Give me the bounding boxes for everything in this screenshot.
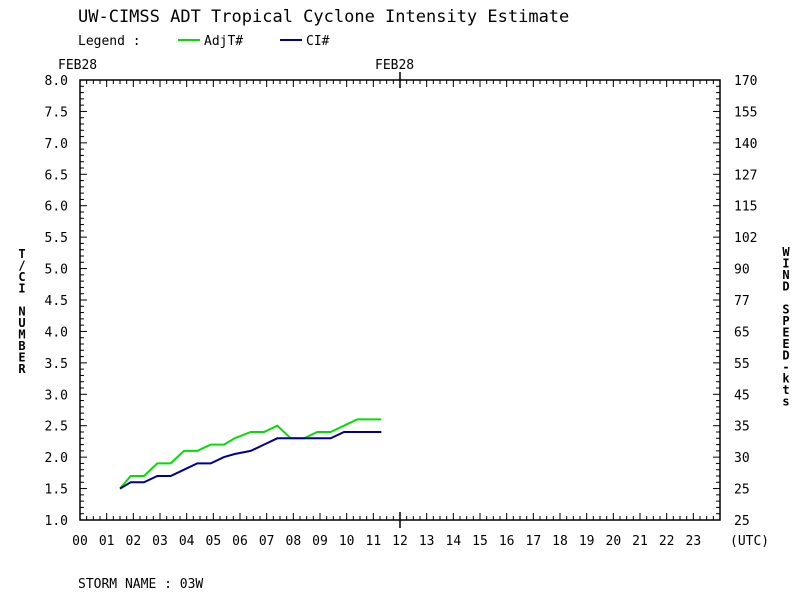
- y-tick-label-right: 25: [734, 483, 750, 498]
- axis-title-char: t: [782, 383, 789, 397]
- x-tick-label: 13: [419, 534, 435, 549]
- x-tick-label: 00: [72, 534, 88, 549]
- y-tick-label-right: 45: [734, 388, 750, 403]
- axis-title-char: s: [782, 395, 789, 409]
- axis-tick-labels: 1.0 1.5 2.0 2.5 3.0 3.5 4.0 4.5 5.0 5.5 6.0 6.5 7.0 7…: [45, 74, 758, 549]
- series-line-adjt: [119, 418, 382, 490]
- x-tick-label: 01: [99, 534, 115, 549]
- y-tick-label-left: 2.0: [45, 451, 68, 466]
- y-tick-label-right: 25: [734, 514, 750, 529]
- legend-label: Legend :: [78, 34, 141, 49]
- y-tick-label-right: 65: [734, 325, 750, 340]
- legend-item-adjt: AdjT#: [204, 34, 243, 49]
- x-tick-label: 04: [179, 534, 195, 549]
- x-tick-label: 10: [339, 534, 355, 549]
- legend: Legend : AdjT# CI#: [78, 34, 330, 49]
- axis-title-char: I: [782, 257, 789, 271]
- y-tick-label-left: 4.0: [45, 325, 68, 340]
- axis-title-char: R: [18, 362, 26, 376]
- x-tick-label: 06: [232, 534, 248, 549]
- x-tick-label: 08: [286, 534, 302, 549]
- y-tick-label-right: 35: [734, 420, 750, 435]
- axis-title-char: T: [18, 247, 25, 261]
- y-tick-label-left: 5.5: [45, 231, 68, 246]
- x-tick-label: 09: [312, 534, 328, 549]
- x-tick-label: 07: [259, 534, 275, 549]
- y-tick-label-right: 155: [734, 105, 757, 120]
- axis-title-char: E: [782, 326, 789, 340]
- axis-title-char: D: [782, 349, 789, 363]
- axis-title-char: N: [18, 305, 25, 319]
- axis-title-char: C: [18, 270, 25, 284]
- axis-title-char: D: [782, 280, 789, 294]
- y-tick-label-left: 4.5: [45, 294, 68, 309]
- y-tick-label-right: 115: [734, 200, 757, 215]
- x-axis-unit-label: (UTC): [730, 534, 769, 549]
- storm-name: STORM NAME : 03W: [78, 577, 203, 592]
- x-tick-label: 21: [632, 534, 648, 549]
- y-tick-label-left: 6.0: [45, 200, 68, 215]
- y-tick-label-right: 127: [734, 168, 757, 183]
- axis-title-char: P: [782, 314, 789, 328]
- axis-title-char: U: [18, 316, 25, 330]
- axis-title-char: k: [782, 372, 790, 386]
- series-group: [119, 418, 382, 490]
- x-tick-label: 18: [552, 534, 568, 549]
- axis-title-char: E: [18, 351, 25, 365]
- legend-item-ci: CI#: [306, 34, 330, 49]
- x-tick-label: 16: [499, 534, 515, 549]
- y-tick-label-right: 55: [734, 357, 750, 372]
- y-tick-label-right: 77: [734, 294, 750, 309]
- y-tick-label-right: 140: [734, 137, 757, 152]
- axis-title-char: M: [18, 328, 25, 342]
- y-tick-label-left: 1.5: [45, 483, 68, 498]
- x-tick-label: 22: [659, 534, 675, 549]
- y-tick-label-left: 7.5: [45, 105, 68, 120]
- chart-title: UW-CIMSS ADT Tropical Cyclone Intensity …: [78, 7, 569, 27]
- date-label-mid: FEB28: [375, 58, 414, 73]
- series-line-ci: [119, 431, 382, 490]
- y-tick-label-left: 3.5: [45, 357, 68, 372]
- axis-title-char: I: [18, 282, 25, 296]
- y-tick-label-right: 170: [734, 74, 757, 89]
- x-tick-label: 23: [686, 534, 702, 549]
- x-tick-label: 17: [526, 534, 542, 549]
- x-tick-label: 11: [366, 534, 382, 549]
- y-tick-label-right: 30: [734, 451, 750, 466]
- date-label-left: FEB28: [58, 58, 97, 73]
- y-tick-label-right: 102: [734, 231, 757, 246]
- x-tick-label: 15: [472, 534, 488, 549]
- axis-title-char: -: [782, 360, 789, 374]
- x-tick-label: 14: [446, 534, 462, 549]
- y-tick-label-left: 8.0: [45, 74, 68, 89]
- x-tick-label: 20: [606, 534, 622, 549]
- axis-title-char: W: [782, 245, 790, 259]
- axis-title-char: N: [782, 268, 789, 282]
- y-tick-label-left: 6.5: [45, 168, 68, 183]
- x-tick-label: 02: [126, 534, 142, 549]
- y-tick-label-left: 7.0: [45, 137, 68, 152]
- x-tick-label: 19: [579, 534, 595, 549]
- y-tick-label-right: 90: [734, 263, 750, 278]
- x-tick-label: 05: [206, 534, 222, 549]
- axis-title-char: /: [18, 259, 25, 273]
- y-tick-label-left: 3.0: [45, 388, 68, 403]
- axis-title-char: S: [782, 303, 789, 317]
- y-tick-label-left: 1.0: [45, 514, 68, 529]
- y-tick-label-left: 2.5: [45, 420, 68, 435]
- axis-ticks: [79, 72, 721, 528]
- axis-title-char: B: [18, 339, 25, 353]
- x-tick-label: 12: [392, 534, 408, 549]
- x-tick-label: 03: [152, 534, 168, 549]
- axis-title-char: E: [782, 337, 789, 351]
- y-tick-label-left: 5.0: [45, 263, 68, 278]
- plot-frame: [79, 79, 721, 521]
